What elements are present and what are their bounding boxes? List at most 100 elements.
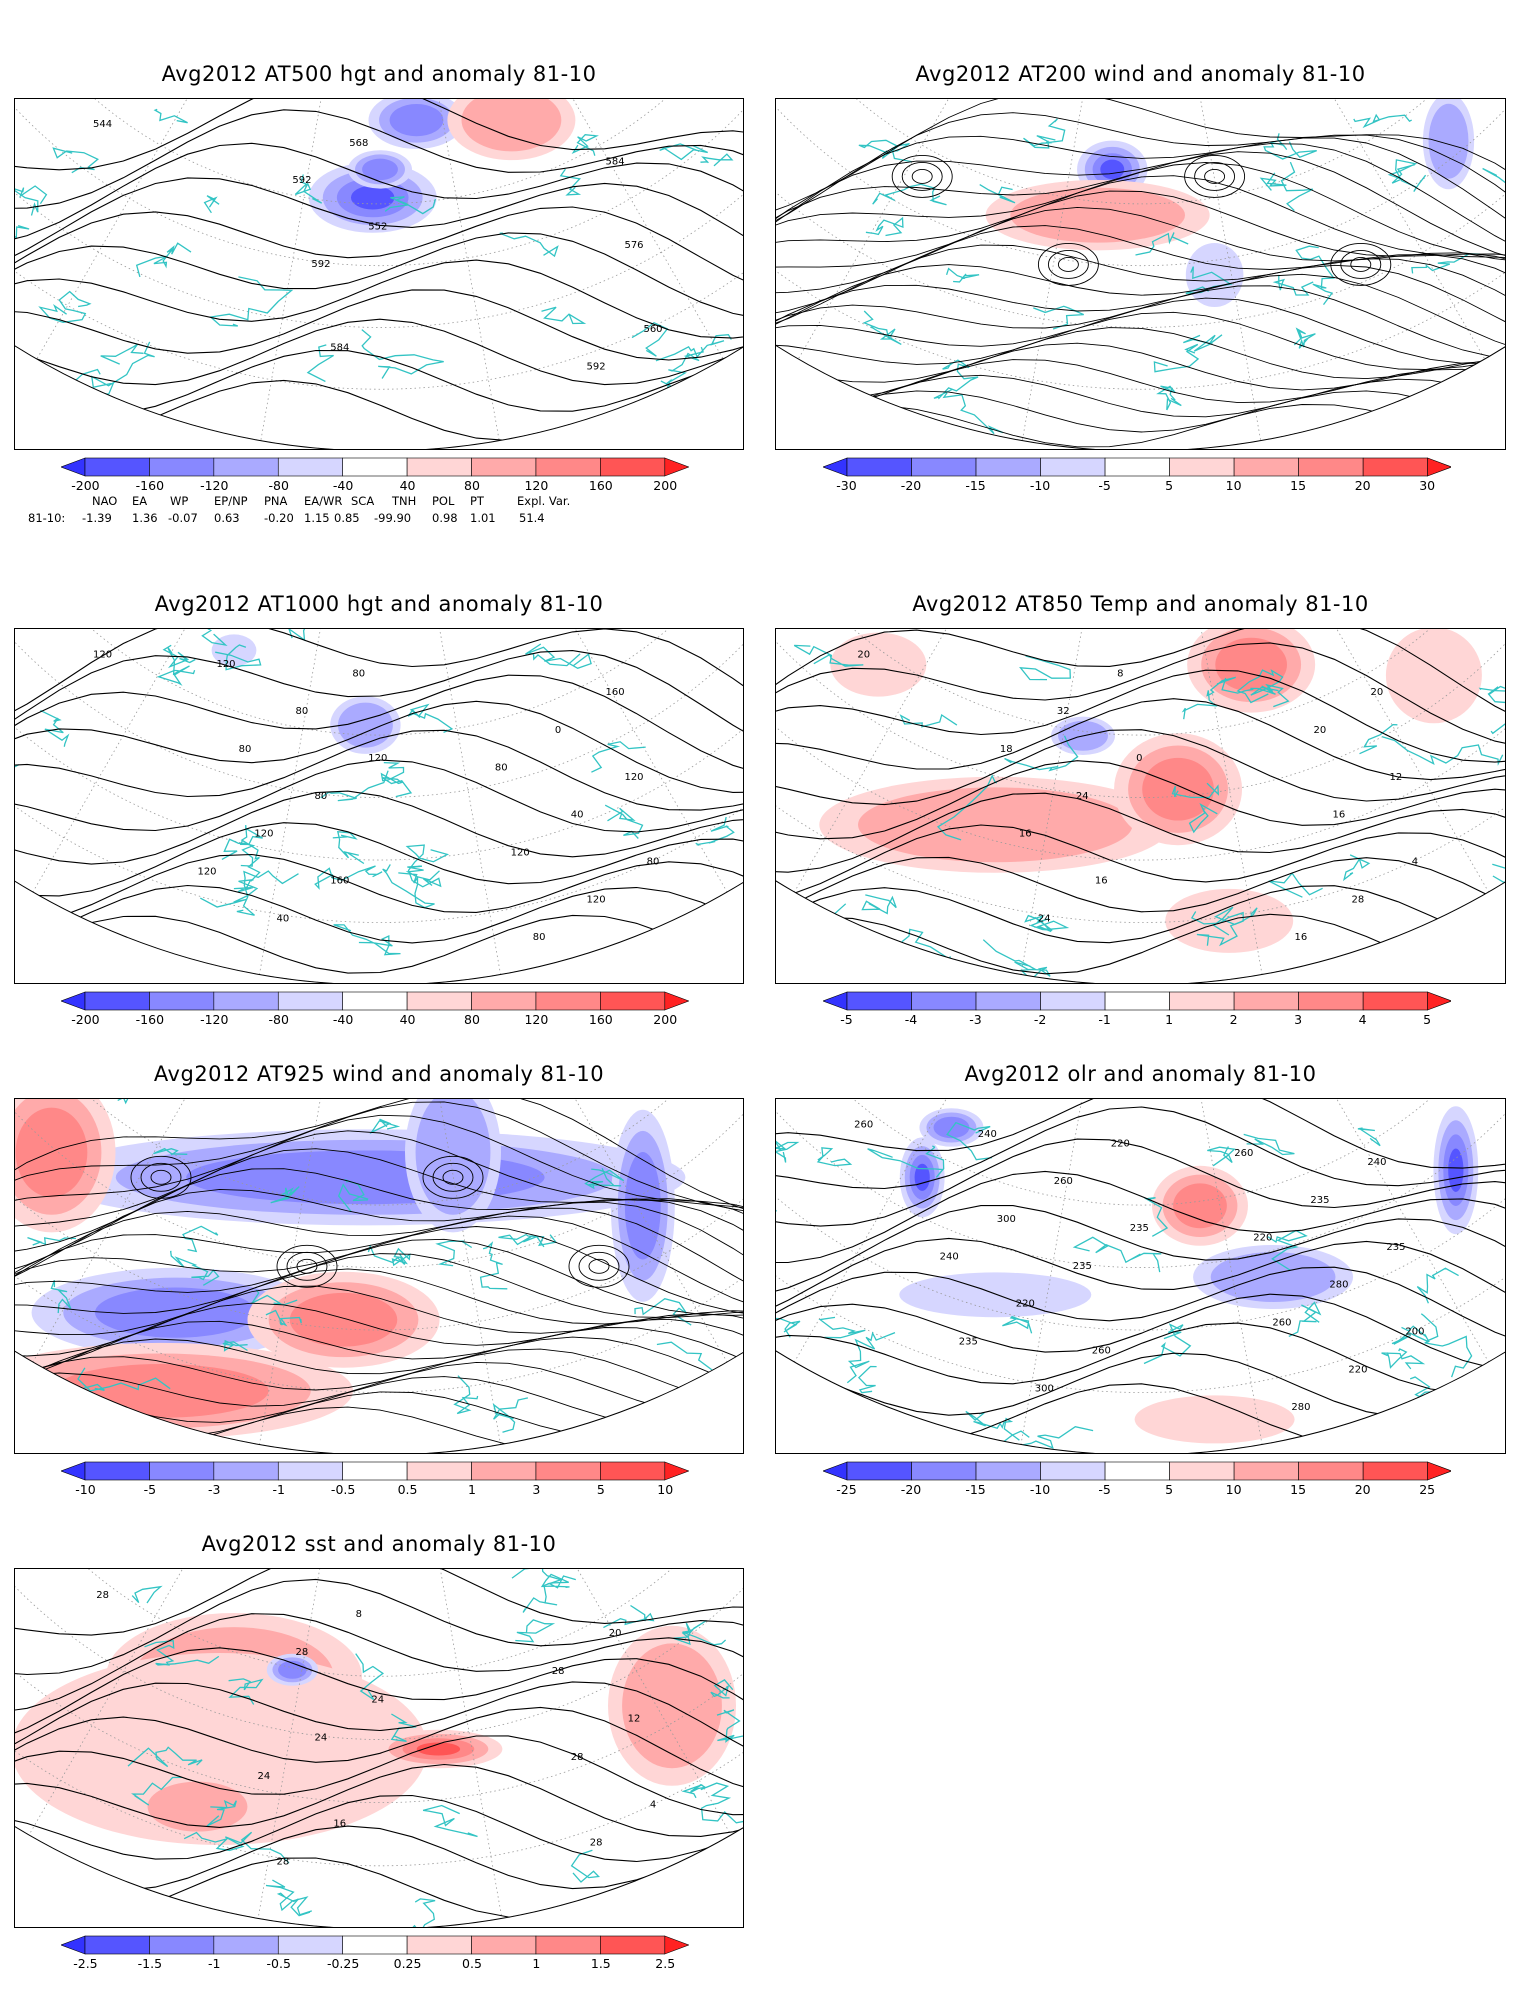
streamline xyxy=(15,1238,743,1316)
coastline xyxy=(30,1907,61,1927)
coastline xyxy=(999,1426,1094,1450)
coastline xyxy=(729,1410,743,1432)
coastline xyxy=(199,879,259,908)
coastline xyxy=(1382,736,1504,766)
coastline xyxy=(15,764,20,795)
coastline xyxy=(681,1783,708,1799)
coastline xyxy=(899,713,958,728)
coastline xyxy=(559,168,582,196)
colorbar-segment xyxy=(342,991,408,1011)
longitude-gridline xyxy=(1141,1099,1263,1445)
contour-label: 28 xyxy=(590,1838,603,1849)
colorbar-segment xyxy=(85,1935,151,1955)
contour-label: 260 xyxy=(1234,1148,1253,1159)
coastline xyxy=(571,134,599,156)
map-canvas: 28 24 4 8 12 16 20 24 28 28 28 28 28 24 xyxy=(15,1569,743,1927)
anomaly-shading xyxy=(15,1653,428,1845)
coastline xyxy=(846,1331,896,1384)
coastline xyxy=(1135,232,1189,256)
colorbar-segment xyxy=(342,457,408,477)
colorbar-tick-label: 200 xyxy=(653,478,678,493)
contour-line xyxy=(15,177,743,266)
colorbar-segment xyxy=(278,1461,344,1481)
coastline xyxy=(1188,803,1218,834)
colorbar-tick-label: -5 xyxy=(840,1012,853,1027)
streamline xyxy=(15,1130,743,1229)
colorbar-tick-label: -80 xyxy=(268,478,289,493)
coastline xyxy=(453,1375,479,1415)
colorbar-segment xyxy=(1362,991,1428,1011)
contour-label: 80 xyxy=(315,791,328,802)
contour-line xyxy=(15,1613,743,1714)
colorbar-segment xyxy=(1104,1461,1170,1481)
contour-line xyxy=(15,109,743,210)
colorbar-segment xyxy=(149,457,215,477)
anomaly-shading xyxy=(1010,187,1185,243)
contour-label: 200 xyxy=(1405,1327,1424,1338)
colorbar-tick-label: -80 xyxy=(268,1012,289,1027)
longitude-gridline xyxy=(32,629,381,893)
map-canvas: 20 0 4 8 12 16 20 24 28 32 16 24 20 16 16 18 xyxy=(776,629,1505,983)
coastline xyxy=(1357,1127,1381,1147)
colorbar-tick-label: -25 xyxy=(836,1482,857,1497)
teleconnection-value: 51.4 xyxy=(519,511,545,525)
map-plot-area: 20 0 4 8 12 16 20 24 28 32 16 24 20 16 16 18 xyxy=(776,629,1505,983)
panel-title: Avg2012 AT925 wind and anomaly 81-10 xyxy=(153,1062,605,1086)
coastline xyxy=(27,1236,77,1246)
streamline xyxy=(140,1162,182,1192)
coastline xyxy=(50,1279,72,1314)
contour-label: 220 xyxy=(1348,1364,1367,1375)
streamline xyxy=(15,1336,743,1395)
coastline xyxy=(641,400,662,422)
anomaly-shading xyxy=(94,1287,257,1338)
contour-line xyxy=(776,729,1505,806)
streamline xyxy=(776,359,1505,417)
coastline xyxy=(156,646,196,686)
colorbar: -10 -5 -3 -1 -0.5 0.5 1 3 5 10 xyxy=(60,1460,691,1500)
coastline xyxy=(100,343,144,365)
coastline xyxy=(1072,1236,1162,1273)
contour-line xyxy=(776,1138,1505,1227)
coastline xyxy=(540,1573,576,1589)
latitude-gridline xyxy=(776,629,1505,736)
contour-label: 28 xyxy=(552,1666,565,1677)
contour-line xyxy=(15,1763,743,1837)
colorbar-segment xyxy=(278,1935,344,1955)
latitude-gridline xyxy=(776,99,1505,390)
colorbar-segment xyxy=(1297,457,1363,477)
streamline xyxy=(15,1302,743,1377)
coastline xyxy=(479,1241,508,1290)
contour-label: 16 xyxy=(1095,876,1108,887)
contour-line xyxy=(776,1352,1505,1418)
contour-label: 4 xyxy=(1412,857,1418,868)
coastline xyxy=(946,1121,993,1161)
coastline xyxy=(1295,245,1335,305)
longitude-gridline xyxy=(28,1569,381,1836)
contour-label: 560 xyxy=(643,324,662,335)
colorbar-segment xyxy=(600,457,666,477)
coastline xyxy=(332,830,365,865)
coastline xyxy=(793,644,864,667)
contour-label: 160 xyxy=(606,687,625,698)
streamline xyxy=(578,1251,620,1281)
teleconnection-value: 0.98 xyxy=(432,511,458,525)
colorbar-segment xyxy=(1168,991,1234,1011)
streamline xyxy=(776,135,1505,236)
streamline xyxy=(1330,242,1392,286)
colorbar-bar xyxy=(60,991,691,1011)
latitude-gridline xyxy=(776,99,1505,205)
contour-line xyxy=(15,1569,743,1636)
longitude-gridline xyxy=(797,99,1142,360)
contour-label: 16 xyxy=(1295,932,1308,943)
coastline xyxy=(1024,914,1070,933)
colorbar-tick-label: 0.5 xyxy=(462,1956,482,1971)
contour-label: 80 xyxy=(239,744,252,755)
panel-sst: Avg2012 sst and anomaly 81-10 28 24 4 8 12 16… xyxy=(14,1532,744,1971)
teleconnection-header: EP/NP xyxy=(214,494,248,508)
contour-line xyxy=(15,822,743,897)
coastline xyxy=(161,629,228,647)
contour-label: 80 xyxy=(352,668,365,679)
teleconnection-header: TNH xyxy=(392,494,417,508)
contour-line xyxy=(776,885,1505,953)
longitude-gridline xyxy=(379,629,501,975)
